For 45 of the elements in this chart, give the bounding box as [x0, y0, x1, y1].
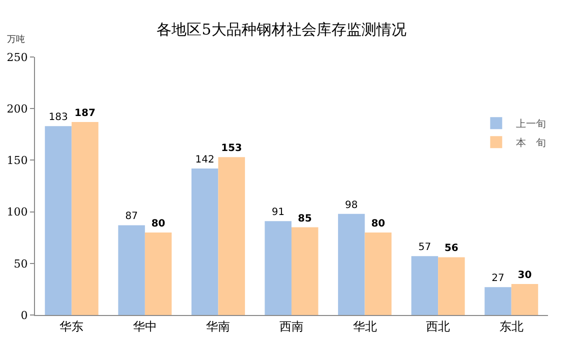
bar	[144, 232, 172, 315]
data-label: 80	[151, 218, 166, 230]
legend-label: 本 旬	[516, 137, 546, 149]
data-label: 56	[444, 243, 458, 254]
bar	[191, 168, 218, 315]
x-tick-label: 华南	[206, 319, 230, 334]
y-tick-label: 150	[6, 154, 28, 168]
y-tick-label: 0	[20, 308, 28, 322]
data-label: 142	[195, 154, 214, 166]
bar	[264, 221, 292, 315]
x-tick-label: 华中	[132, 319, 157, 334]
y-tick-label: 200	[6, 102, 28, 116]
bar	[511, 284, 538, 315]
data-label: 57	[418, 242, 432, 254]
data-label: 87	[125, 211, 138, 222]
legend-label: 上一旬	[516, 118, 546, 130]
x-tick-label: 西南	[280, 319, 304, 334]
bar	[44, 126, 72, 315]
y-tick-label: 50	[14, 257, 28, 270]
y-axis-title: 万吨	[7, 34, 25, 45]
x-tick-label: 东北	[499, 319, 524, 334]
data-label: 80	[371, 218, 386, 230]
bar	[438, 257, 465, 315]
data-label: 27	[492, 273, 504, 284]
y-tick-label: 100	[6, 206, 28, 219]
x-tick-label: 西北	[426, 319, 450, 334]
data-label: 85	[298, 213, 312, 224]
bar	[411, 256, 438, 315]
bar	[218, 157, 245, 315]
data-label: 91	[272, 207, 284, 218]
data-label: 30	[518, 270, 532, 282]
bar	[72, 122, 98, 315]
bar	[338, 214, 365, 315]
data-label: 153	[221, 143, 242, 154]
x-tick-label: 华北	[352, 319, 377, 334]
data-label: 98	[345, 200, 358, 211]
data-label: 187	[74, 108, 96, 120]
chart-title: 各地区5大品种钢材社会库存监测情况	[156, 20, 406, 39]
data-label: 183	[48, 112, 68, 124]
x-tick-label: 华东	[60, 319, 84, 334]
bar	[484, 287, 512, 315]
bar	[292, 227, 318, 315]
bar	[118, 225, 145, 315]
bar	[364, 232, 392, 315]
y-tick-label: 250	[6, 50, 28, 64]
